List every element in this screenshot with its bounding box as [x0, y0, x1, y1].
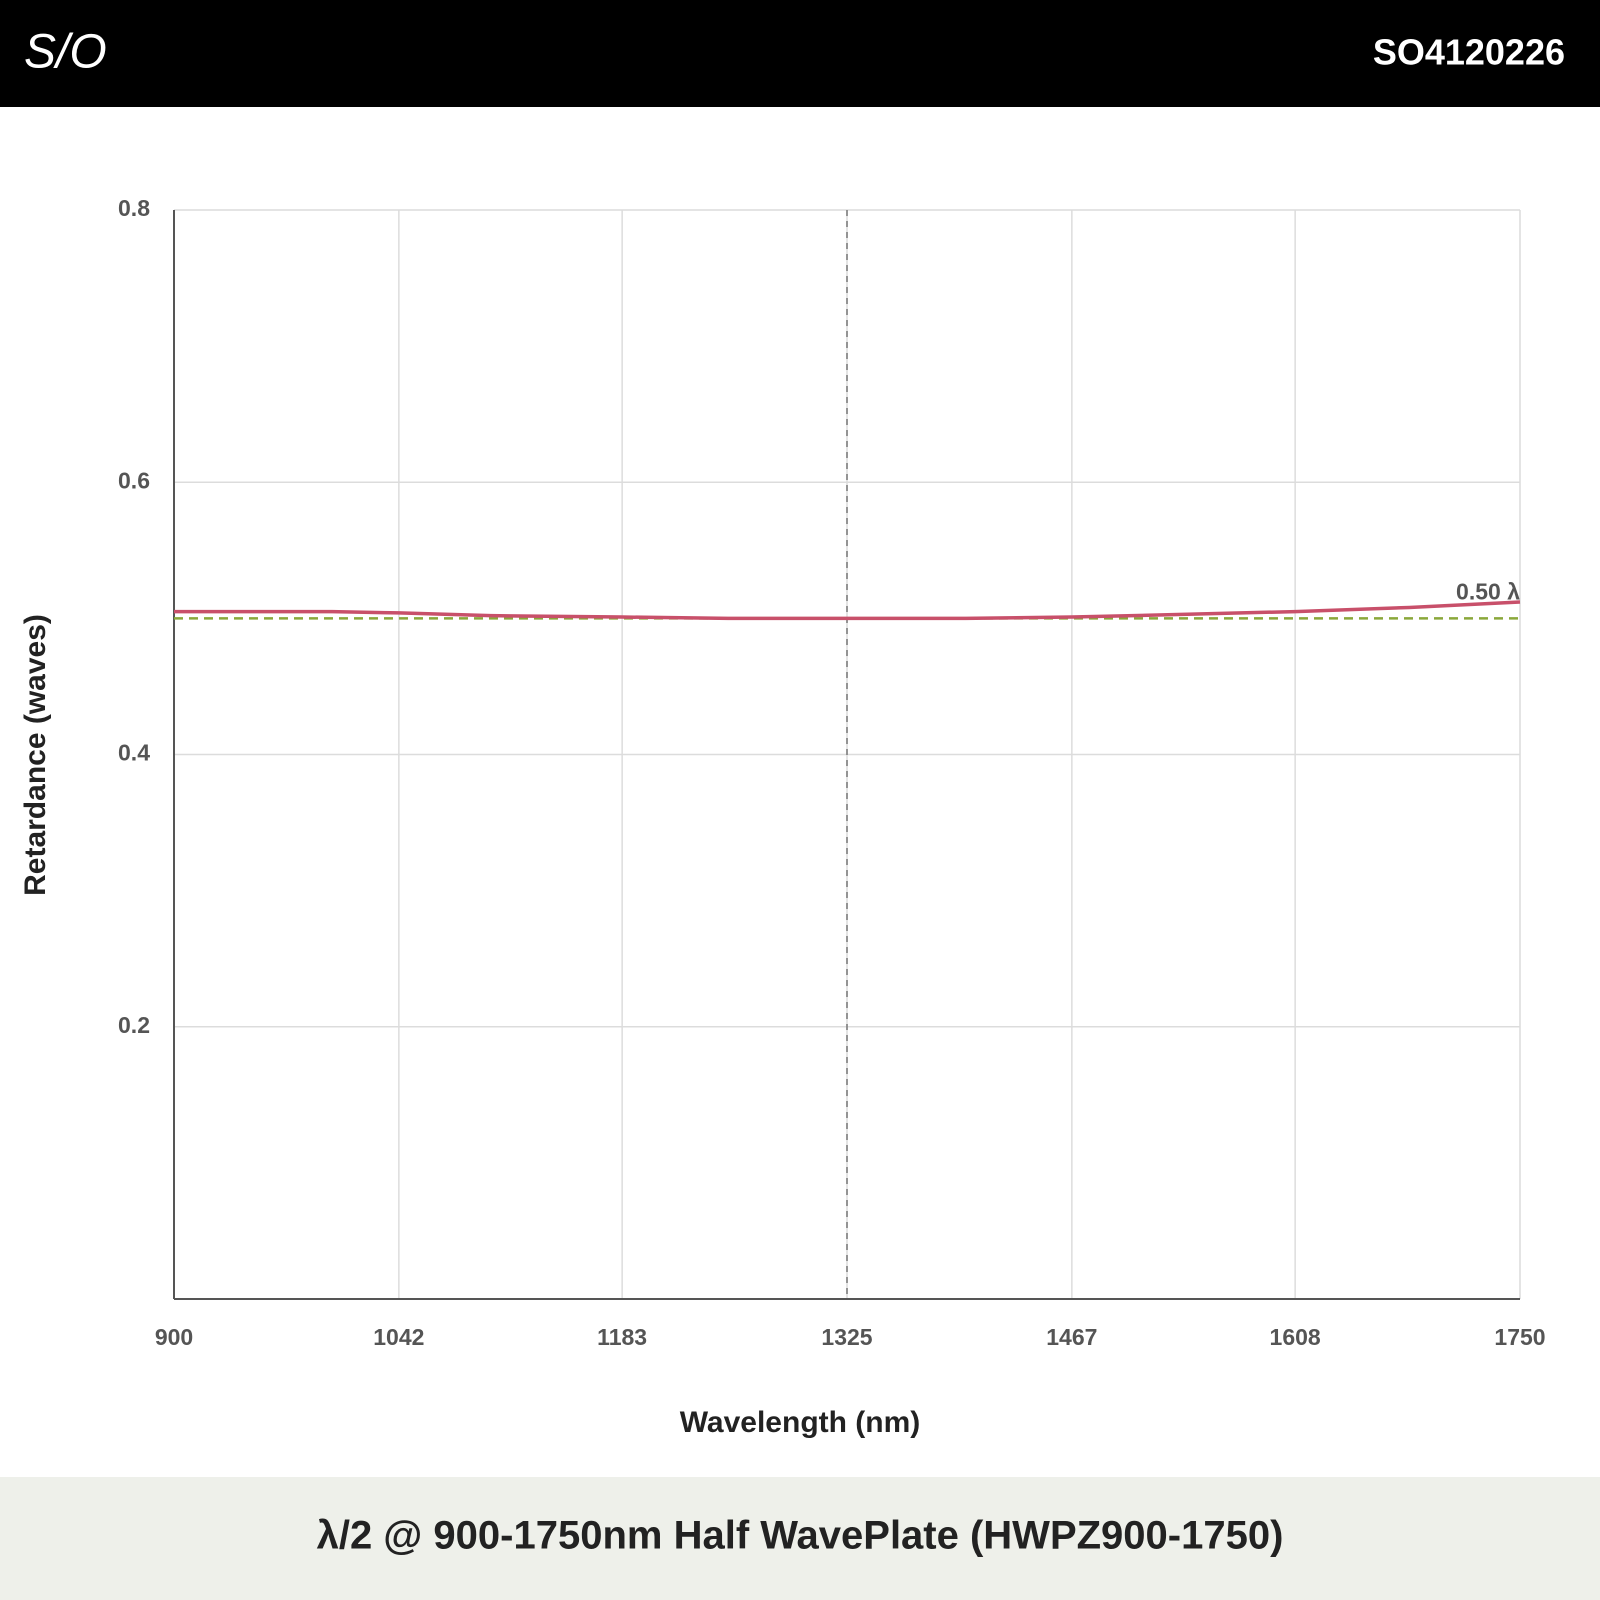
x-tick-label: 1042: [373, 1324, 424, 1350]
y-tick-label: 0.6: [118, 467, 150, 493]
product-code: SO4120226: [1373, 32, 1565, 73]
y-axis-label: Retardance (waves): [19, 614, 52, 896]
footer-bar: [0, 1477, 1600, 1600]
y-tick-label: 0.4: [118, 740, 150, 766]
x-tick-label: 1325: [821, 1324, 872, 1350]
x-tick-label: 1750: [1494, 1324, 1545, 1350]
y-tick-label: 0.8: [118, 195, 150, 221]
x-tick-label: 900: [155, 1324, 193, 1350]
logo: S/O: [24, 26, 107, 79]
chart-title: λ/2 @ 900-1750nm Half WavePlate (HWPZ900…: [317, 1514, 1284, 1558]
reference-label: 0.50 λ: [1456, 578, 1520, 604]
header-bar: [0, 0, 1600, 107]
x-axis-label: Wavelength (nm): [680, 1406, 921, 1439]
y-tick-label: 0.2: [118, 1012, 150, 1038]
x-tick-label: 1183: [597, 1324, 647, 1350]
x-tick-label: 1608: [1270, 1324, 1321, 1350]
x-tick-label: 1467: [1046, 1324, 1097, 1350]
data-line: [174, 600, 1521, 621]
